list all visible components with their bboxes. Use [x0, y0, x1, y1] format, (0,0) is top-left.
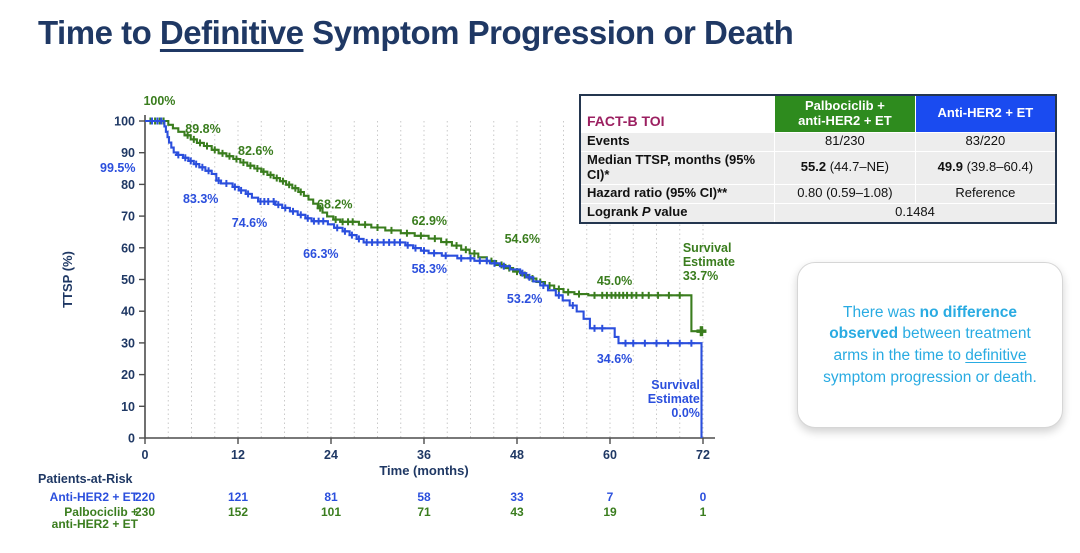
y-tick-label: 10	[121, 400, 135, 414]
logrank-label-pre: Logrank	[587, 204, 642, 220]
logrank-label: Logrank P value	[579, 202, 776, 224]
x-tick-label: 72	[696, 448, 710, 462]
logrank-label-post: value	[650, 204, 688, 220]
stats-header-palbociclib-line2: anti-HER2 + ET	[798, 112, 892, 128]
y-tick-label: 60	[121, 241, 135, 255]
annotation-label: 62.9%	[412, 214, 447, 228]
title-post: Symptom Progression or Death	[303, 14, 794, 51]
x-tick-label: 12	[231, 448, 245, 462]
annotation-label: 34.6%	[597, 352, 632, 366]
y-tick-label: 70	[121, 210, 135, 224]
risk-value: 0	[700, 490, 707, 504]
stats-row-hazard: Hazard ratio (95% CI)** 0.80 (0.59–1.08)…	[579, 183, 1057, 204]
stats-header-antiher2: Anti-HER2 + ET	[914, 94, 1057, 133]
y-tick-label: 100	[114, 115, 135, 129]
y-tick-label: 90	[121, 146, 135, 160]
median-antiher2-ci: (39.8–60.4)	[962, 159, 1034, 175]
stats-header-palbociclib: Palbociclib + anti-HER2 + ET	[774, 94, 916, 133]
y-tick-label: 50	[121, 273, 135, 287]
annotation-label: 66.3%	[303, 247, 338, 261]
title-pre: Time to	[38, 14, 160, 51]
conclusion-callout: There was no difference observed between…	[797, 262, 1063, 428]
annotation-label: 54.6%	[505, 232, 540, 246]
annotation-label: 58.3%	[412, 262, 447, 276]
risk-value: 220	[135, 490, 155, 504]
callout-t1: There was	[843, 303, 920, 321]
y-tick-label: 30	[121, 336, 135, 350]
y-tick-label: 20	[121, 368, 135, 382]
annotation-label: Survival Estimate 33.7%	[683, 241, 735, 283]
y-axis-title: TTSP (%)	[60, 251, 75, 308]
page-title: Time to Definitive Symptom Progression o…	[38, 14, 794, 52]
risk-value: 101	[321, 505, 341, 519]
risk-value: 230	[135, 505, 155, 519]
x-tick-label: 24	[324, 448, 338, 462]
median-palbociclib: 55.2 (44.7–NE)	[774, 150, 916, 185]
stats-row-logrank: Logrank P value 0.1484	[579, 202, 1057, 224]
stats-row-events: Events 81/230 83/220	[579, 131, 1057, 152]
annotation-label: 82.6%	[238, 144, 273, 158]
stats-row-median: Median TTSP, months (95% CI)* 55.2 (44.7…	[579, 150, 1057, 185]
risk-value: 7	[607, 490, 614, 504]
logrank-value: 0.1484	[774, 202, 1057, 224]
y-tick-label: 80	[121, 178, 135, 192]
risk-value: 19	[603, 505, 617, 519]
risk-row-label: Palbociclib +	[64, 505, 138, 519]
median-antiher2-value: 49.9	[937, 159, 963, 175]
risk-value: 81	[324, 490, 338, 504]
events-antiher2: 83/220	[914, 131, 1057, 152]
x-tick-label: 48	[510, 448, 524, 462]
annotation-label: 68.2%	[317, 197, 352, 211]
x-tick-label: 36	[417, 448, 431, 462]
x-tick-label: 60	[603, 448, 617, 462]
risk-table-title: Patients-at-Risk	[38, 472, 133, 486]
stats-table: FACT-B TOI Palbociclib + anti-HER2 + ET A…	[579, 94, 1057, 224]
x-axis-title: Time (months)	[379, 463, 468, 478]
annotation-label: 99.5%	[100, 161, 135, 175]
annotation-label: 45.0%	[597, 274, 632, 288]
risk-value: 152	[228, 505, 248, 519]
callout-bold: no difference observed	[829, 303, 1017, 343]
risk-value: 58	[417, 490, 431, 504]
stats-header-palbociclib-line1: Palbociclib +	[804, 98, 885, 113]
median-antiher2: 49.9 (39.8–60.4)	[914, 150, 1057, 185]
risk-row-label: anti-HER2 + ET	[52, 517, 139, 531]
median-label: Median TTSP, months (95% CI)*	[579, 150, 776, 185]
risk-value: 71	[417, 505, 431, 519]
annotation-label: 83.3%	[183, 192, 218, 206]
risk-row-label: Anti-HER2 + ET	[50, 490, 139, 504]
y-tick-label: 40	[121, 305, 135, 319]
annotation-label: 89.8%	[185, 122, 220, 136]
x-tick-label: 0	[142, 448, 149, 462]
stats-header-row: FACT-B TOI Palbociclib + anti-HER2 + ET A…	[579, 94, 1057, 133]
events-palbociclib: 81/230	[774, 131, 916, 152]
stats-corner-label: FACT-B TOI	[579, 94, 776, 133]
risk-value: 33	[510, 490, 524, 504]
median-palbociclib-value: 55.2	[800, 159, 827, 175]
y-tick-label: 0	[128, 432, 135, 446]
events-label: Events	[579, 131, 776, 152]
median-palbociclib-ci: (44.7–NE)	[826, 159, 889, 175]
annotation-label: Survival Estimate 0.0%	[648, 378, 700, 420]
annotation-label: 53.2%	[507, 292, 542, 306]
logrank-label-p: P	[641, 204, 651, 220]
hazard-label: Hazard ratio (95% CI)**	[579, 183, 776, 204]
risk-value: 121	[228, 490, 248, 504]
conclusion-text: There was no difference observed between…	[818, 302, 1042, 389]
annotation-label: 74.6%	[232, 216, 267, 230]
risk-value: 1	[700, 505, 707, 519]
callout-t2: between treatment arms in the time to	[833, 325, 1031, 364]
hazard-palbociclib: 0.80 (0.59–1.08)	[774, 183, 916, 204]
title-underlined-word: Definitive	[159, 14, 304, 51]
hazard-antiher2: Reference	[914, 183, 1057, 204]
callout-underlined: definitive	[965, 347, 1027, 364]
risk-value: 43	[510, 505, 524, 519]
callout-t3: symptom progression or death.	[823, 368, 1037, 386]
annotation-label: 100%	[143, 94, 175, 108]
